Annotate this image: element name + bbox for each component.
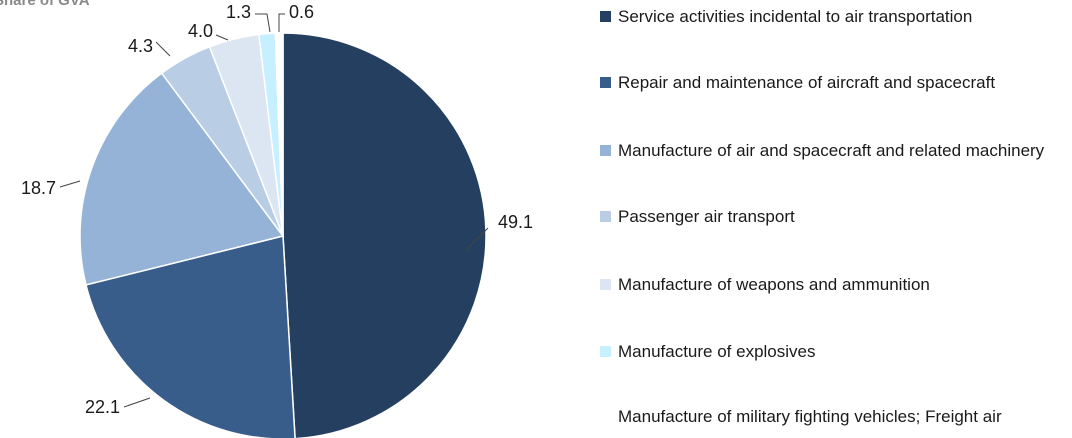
leader-line-7 — [278, 13, 285, 32]
data-label-5: 4.0 — [188, 21, 213, 41]
data-label-4: 4.3 — [128, 36, 153, 56]
legend-swatch-7 — [600, 411, 611, 422]
legend-item-7: Manufacture of military fighting vehicle… — [600, 405, 1070, 428]
legend-label-7: Manufacture of military fighting vehicle… — [618, 407, 1002, 426]
legend-swatch-2 — [600, 77, 611, 88]
legend-item-4: Passenger air transport — [600, 205, 1070, 228]
legend-swatch-3 — [600, 145, 611, 156]
legend-label-5: Manufacture of weapons and ammunition — [618, 275, 930, 294]
data-label-3: 18.7 — [21, 178, 56, 198]
legend-swatch-4 — [600, 211, 611, 222]
legend-label-1: Service activities incidental to air tra… — [618, 7, 973, 26]
legend-swatch-1 — [600, 11, 611, 22]
pie-slice-7 — [274, 32, 284, 237]
legend-item-6: Manufacture of explosives — [600, 340, 1070, 363]
legend-label-3: Manufacture of air and spacecraft and re… — [618, 141, 1045, 160]
leader-line-2 — [123, 397, 151, 408]
legend-item-2: Repair and maintenance of aircraft and s… — [600, 71, 1070, 94]
pie-chart: 49.1 22.1 18.7 4.3 4.0 1.3 0.6 — [21, 2, 533, 438]
legend-label-4: Passenger air transport — [618, 207, 795, 226]
legend-label-6: Manufacture of explosives — [618, 342, 816, 361]
leader-line-6 — [255, 13, 271, 33]
data-label-6: 1.3 — [226, 2, 251, 22]
data-label-2: 22.1 — [85, 397, 120, 417]
legend-item-3: Manufacture of air and spacecraft and re… — [600, 139, 1070, 162]
leader-line-1 — [465, 227, 489, 251]
leader-line-5 — [215, 34, 229, 41]
pie-slice-2 — [85, 235, 296, 438]
legend-label-2: Repair and maintenance of aircraft and s… — [618, 73, 996, 92]
legend-swatch-5 — [600, 279, 611, 290]
data-label-7: 0.6 — [289, 2, 314, 22]
pie-slice-3 — [79, 72, 285, 286]
legend-swatch-6 — [600, 346, 611, 357]
legend-item-1: Service activities incidental to air tra… — [600, 5, 1070, 28]
leader-line-4 — [155, 41, 171, 57]
pie-slice-1 — [282, 32, 487, 438]
chart-title: Share of GVA — [0, 0, 90, 9]
legend-item-5: Manufacture of weapons and ammunition — [600, 273, 1070, 296]
data-label-1: 49.1 — [498, 212, 533, 232]
leader-line-3 — [59, 180, 81, 188]
